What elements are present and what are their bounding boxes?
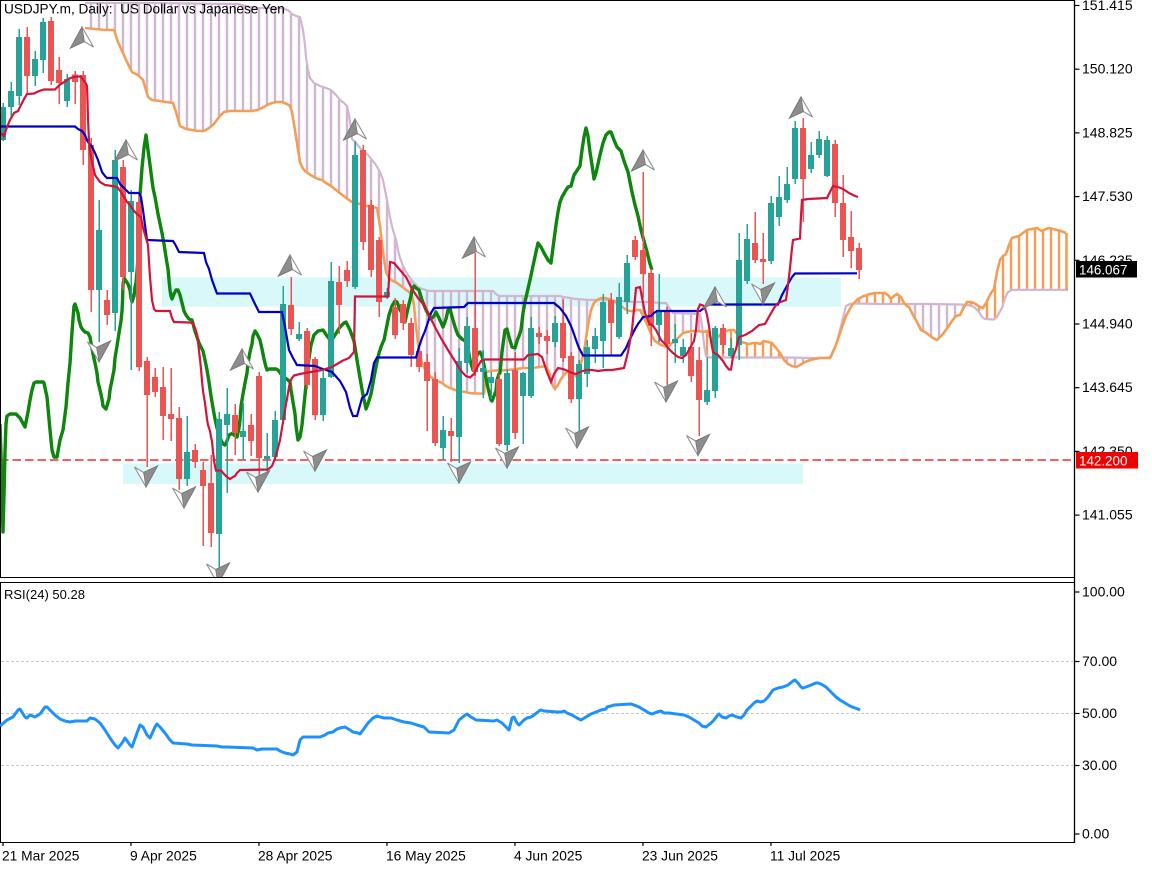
svg-text:28 Apr 2025: 28 Apr 2025 [258,849,333,864]
svg-text:4 Jun 2025: 4 Jun 2025 [514,849,583,864]
svg-text:30.00: 30.00 [1082,757,1117,773]
svg-text:23 Jun 2025: 23 Jun 2025 [642,849,718,864]
svg-text:21 Mar 2025: 21 Mar 2025 [2,849,80,864]
svg-text:11 Jul 2025: 11 Jul 2025 [770,849,841,864]
svg-text:9 Apr 2025: 9 Apr 2025 [130,849,197,864]
svg-text:0.00: 0.00 [1082,826,1109,842]
svg-text:146.067: 146.067 [1079,263,1127,278]
svg-text:100.00: 100.00 [1082,584,1125,600]
svg-text:142.200: 142.200 [1079,454,1127,469]
svg-text:RSI(24) 50.28: RSI(24) 50.28 [4,587,85,602]
svg-text:148.825: 148.825 [1082,124,1133,140]
svg-text:50.00: 50.00 [1082,705,1117,721]
svg-text:151.415: 151.415 [1082,0,1133,13]
svg-text:16 May 2025: 16 May 2025 [386,849,466,864]
svg-text:144.940: 144.940 [1082,316,1133,332]
svg-text:141.055: 141.055 [1082,507,1133,523]
svg-text:70.00: 70.00 [1082,653,1117,669]
svg-text:150.120: 150.120 [1082,61,1133,77]
svg-text:143.645: 143.645 [1082,379,1133,395]
svg-text:USDJPY.m, Daily: US Dollar vs: USDJPY.m, Daily: US Dollar vs Japanese Y… [4,2,285,17]
svg-text:147.530: 147.530 [1082,188,1133,204]
